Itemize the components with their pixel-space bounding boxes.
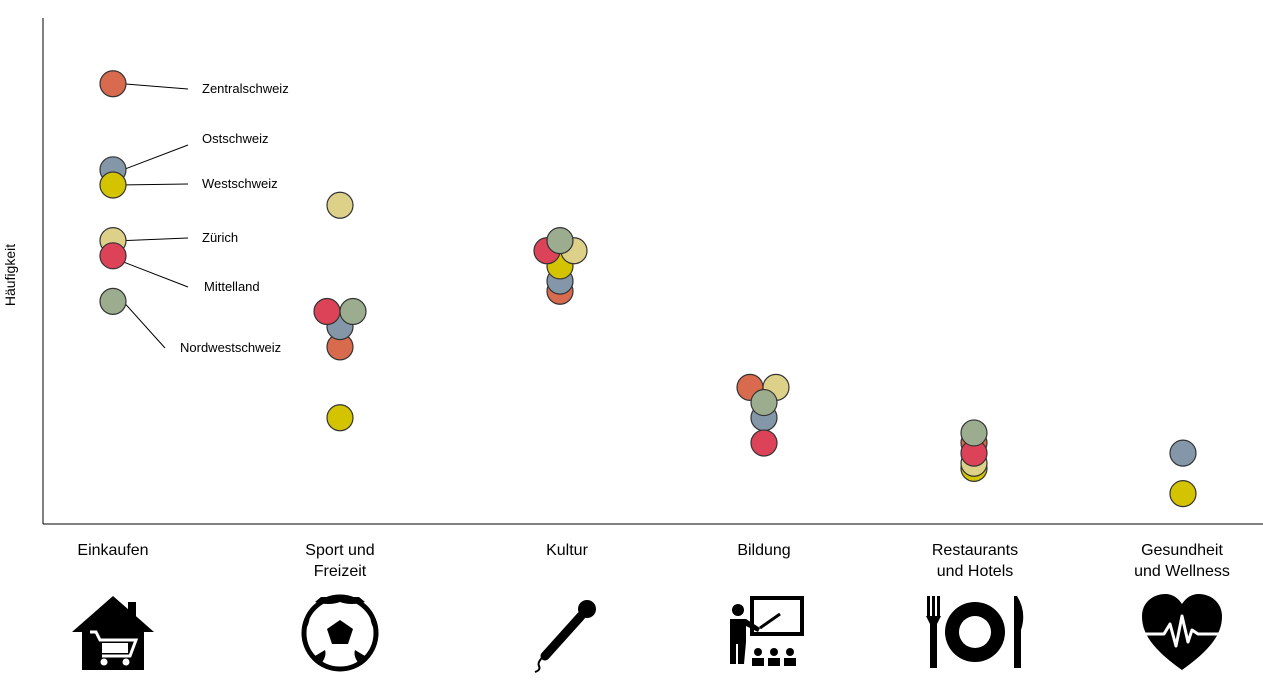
category-kultur: Kultur	[487, 540, 647, 674]
callout-line	[122, 237, 189, 242]
plate-cutlery-icon	[926, 596, 1024, 668]
data-point-zürich	[326, 191, 354, 219]
series-label: Mittelland	[204, 279, 260, 294]
data-point-nordwestschweiz	[960, 419, 988, 447]
data-point-mittelland	[99, 242, 127, 270]
data-point-nordwestschweiz	[546, 227, 574, 255]
soccer-ball-icon	[301, 594, 379, 672]
teacher-board-icon	[730, 596, 804, 666]
data-point-mittelland	[313, 297, 341, 326]
data-point-zentralschweiz	[99, 70, 127, 98]
category-einkaufen: Einkaufen	[33, 540, 193, 674]
category-label: Restaurants und Hotels	[931, 542, 1019, 580]
data-point-westschweiz	[326, 404, 354, 432]
category-label: Einkaufen	[77, 542, 149, 559]
series-label: Ostschweiz	[202, 131, 268, 146]
category-restaurants-und-hotels: Restaurants und Hotels	[895, 540, 1055, 674]
series-label: Zürich	[202, 230, 238, 245]
series-label: Zentralschweiz	[202, 81, 289, 96]
category-gesundheit-und-wellness: Gesundheit und Wellness	[1102, 540, 1262, 674]
data-point-nordwestschweiz	[339, 297, 367, 326]
series-label: Westschweiz	[202, 176, 278, 191]
category-bildung: Bildung	[684, 540, 844, 674]
category-label: Bildung	[737, 542, 791, 559]
category-sport-und-freizeit: Sport und Freizeit	[260, 540, 420, 674]
callout-line	[122, 83, 189, 90]
data-point-westschweiz	[99, 171, 127, 199]
series-callouts: Zentralschweiz Ostschweiz Westschweiz Züric…	[122, 81, 289, 355]
chart-plot: Zentralschweiz Ostschweiz Westschweiz Züric…	[42, 18, 1263, 525]
house-cart-icon	[72, 596, 154, 670]
data-point-westschweiz	[1169, 480, 1197, 508]
category-label: Sport und Freizeit	[305, 542, 375, 580]
data-point-ostschweiz	[1169, 439, 1197, 467]
callout-line	[122, 261, 189, 288]
heart-pulse-icon	[1142, 594, 1222, 670]
data-points	[99, 70, 1197, 508]
data-point-mittelland	[750, 429, 778, 457]
data-point-nordwestschweiz	[99, 287, 127, 315]
callout-line	[122, 301, 166, 349]
callout-line	[122, 144, 189, 171]
category-label: Gesundheit und Wellness	[1134, 542, 1230, 580]
series-label: Nordwestschweiz	[180, 340, 281, 355]
callout-line	[122, 183, 189, 186]
category-label: Kultur	[546, 542, 588, 559]
microphone-icon	[534, 600, 596, 673]
data-point-nordwestschweiz	[750, 388, 778, 417]
